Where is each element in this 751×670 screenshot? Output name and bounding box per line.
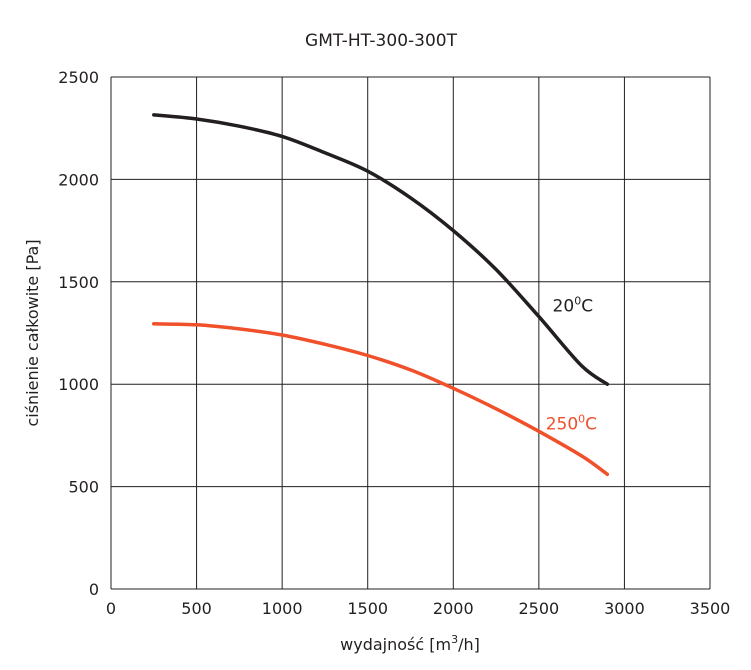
y-tick-label: 2500: [58, 68, 99, 87]
series-label-superscript: 0: [578, 412, 585, 425]
axes: 0 500 1000 1500 2000 2500 3000 3500050010001500…: [58, 68, 730, 618]
series-label-unit: C: [581, 296, 593, 316]
series-label-1: 2500C: [546, 412, 597, 434]
chart-title: GMT-HT-300-300T: [305, 31, 458, 51]
x-tick-label: 2000: [433, 599, 474, 618]
x-tick-label: 3500: [690, 599, 731, 618]
x-tick-label: 3000: [604, 599, 645, 618]
series-label-superscript: 0: [574, 294, 581, 307]
x-axis-label-unit: /h]: [458, 635, 480, 654]
x-tick-label: 1500: [347, 599, 388, 618]
x-tick-label: 1000: [262, 599, 303, 618]
series-label-unit: C: [585, 414, 597, 434]
series-label-0: 200C: [553, 294, 594, 316]
series-label-value: 250: [546, 414, 578, 434]
x-axis-label: wydajność [m3/h]: [340, 633, 480, 654]
x-axis-label-superscript: 3: [451, 633, 458, 646]
series-label-value: 20: [553, 296, 575, 316]
y-tick-label: 1500: [58, 273, 99, 292]
grid-lines: [110, 76, 711, 590]
y-tick-label: 0: [89, 580, 99, 599]
series-line-1: [152, 322, 610, 477]
y-tick-label: 2000: [58, 170, 99, 189]
x-tick-label: 2500: [518, 599, 559, 618]
x-axis-label-main: wydajność [m: [340, 635, 451, 654]
x-tick-label: 500: [181, 599, 212, 618]
y-axis-label: ciśnienie całkowite [Pa]: [23, 239, 42, 426]
y-tick-label: 500: [68, 478, 99, 497]
x-tick-label: 0: [106, 599, 116, 618]
y-tick-label: 1000: [58, 375, 99, 394]
series-line-0: [152, 113, 610, 386]
data-series: [152, 113, 610, 477]
